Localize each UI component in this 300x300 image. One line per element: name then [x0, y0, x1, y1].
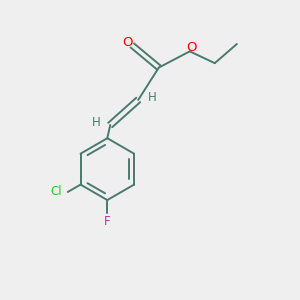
Text: O: O — [123, 36, 133, 49]
Text: F: F — [104, 215, 111, 228]
Text: H: H — [92, 116, 100, 129]
Text: Cl: Cl — [51, 185, 62, 199]
Text: H: H — [148, 91, 157, 104]
Text: O: O — [186, 41, 196, 54]
